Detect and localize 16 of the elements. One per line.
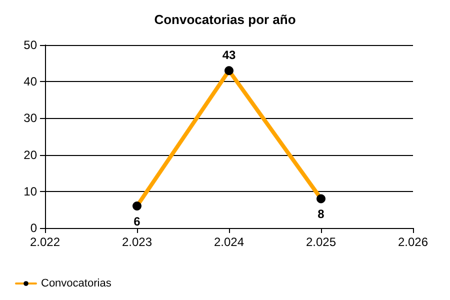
- x-tick-label: 2.023: [122, 235, 152, 249]
- x-tick-label: 2.025: [306, 235, 336, 249]
- x-tick-label: 2.022: [30, 235, 60, 249]
- y-tick-label: 30: [24, 111, 38, 126]
- data-label: 43: [222, 48, 236, 62]
- legend-label: Convocatorias: [41, 278, 112, 290]
- y-tick-label: 40: [24, 74, 38, 89]
- y-tick-label: 10: [24, 184, 38, 198]
- x-tick-label: 2.024: [214, 235, 244, 249]
- data-label: 6: [134, 214, 141, 229]
- chart-title: Convocatorias por año: [154, 12, 296, 27]
- x-tick-label: 2.026: [398, 235, 428, 249]
- data-label: 8: [318, 207, 325, 222]
- y-tick-label: 0: [30, 221, 38, 235]
- y-tick-label: 50: [24, 38, 38, 52]
- y-tick-label: 20: [24, 148, 38, 162]
